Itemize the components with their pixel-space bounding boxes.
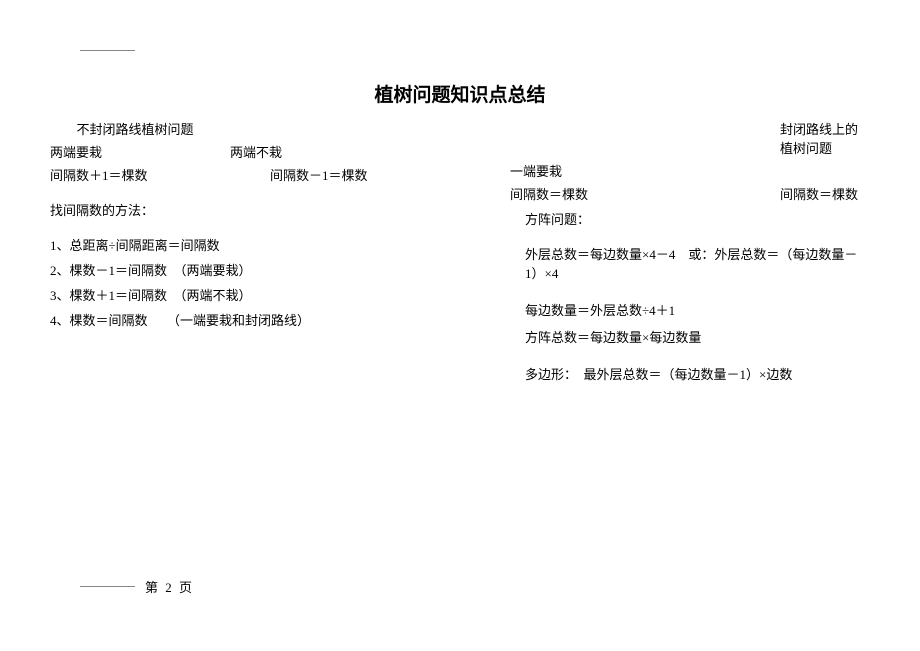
square-formula-3: 方阵总数＝每边数量×每边数量 <box>510 327 870 346</box>
method-title: 找间隔数的方法： <box>50 200 490 219</box>
method-item-2: 2、棵数－1＝间隔数 （两端要栽） <box>50 260 490 279</box>
formula-interval-minus: 间隔数－1＝棵数 <box>270 165 450 184</box>
left-column: 不封闭路线植树问题 两端要栽 两端不栽 间隔数＋1＝棵数 间隔数－1＝棵数 找间… <box>50 119 490 391</box>
formula-interval-equal-1: 间隔数＝棵数 <box>510 184 630 203</box>
subheader-both-plant: 两端要栽 <box>50 142 160 161</box>
subheader-none-plant: 两端不栽 <box>160 142 310 161</box>
footer-divider <box>80 586 135 587</box>
page-number: 第 2 页 <box>145 577 194 596</box>
polygon-formula: 多边形： 最外层总数＝（每边数量－1）×边数 <box>510 364 870 383</box>
formula-interval-plus: 间隔数＋1＝棵数 <box>50 165 270 184</box>
method-item-3: 3、棵数＋1＝间隔数 （两端不栽） <box>50 285 490 304</box>
formula-interval-equal-2: 间隔数＝棵数 <box>630 184 870 203</box>
top-divider <box>80 50 135 51</box>
right-column: 封闭路线上的植树问题 一端要栽 间隔数＝棵数 间隔数＝棵数 方阵问题： 外层总数… <box>510 119 870 391</box>
content-area: 不封闭路线植树问题 两端要栽 两端不栽 间隔数＋1＝棵数 间隔数－1＝棵数 找间… <box>50 119 870 391</box>
page-title: 植树问题知识点总结 <box>50 80 870 107</box>
method-item-4: 4、棵数＝间隔数 （一端要栽和封闭路线） <box>50 310 490 329</box>
square-formula-1: 外层总数＝每边数量×4－4 或：外层总数＝（每边数量－1）×4 <box>510 244 870 282</box>
square-title: 方阵问题： <box>510 209 870 228</box>
left-header: 不封闭路线植树问题 <box>50 119 220 138</box>
square-formula-2: 每边数量＝外层总数÷4＋1 <box>510 300 870 319</box>
right-header: 封闭路线上的植树问题 <box>630 119 870 157</box>
page-footer: 第 2 页 <box>80 577 194 596</box>
subheader-one-plant: 一端要栽 <box>510 161 630 180</box>
method-item-1: 1、总距离÷间隔距离＝间隔数 <box>50 235 490 254</box>
